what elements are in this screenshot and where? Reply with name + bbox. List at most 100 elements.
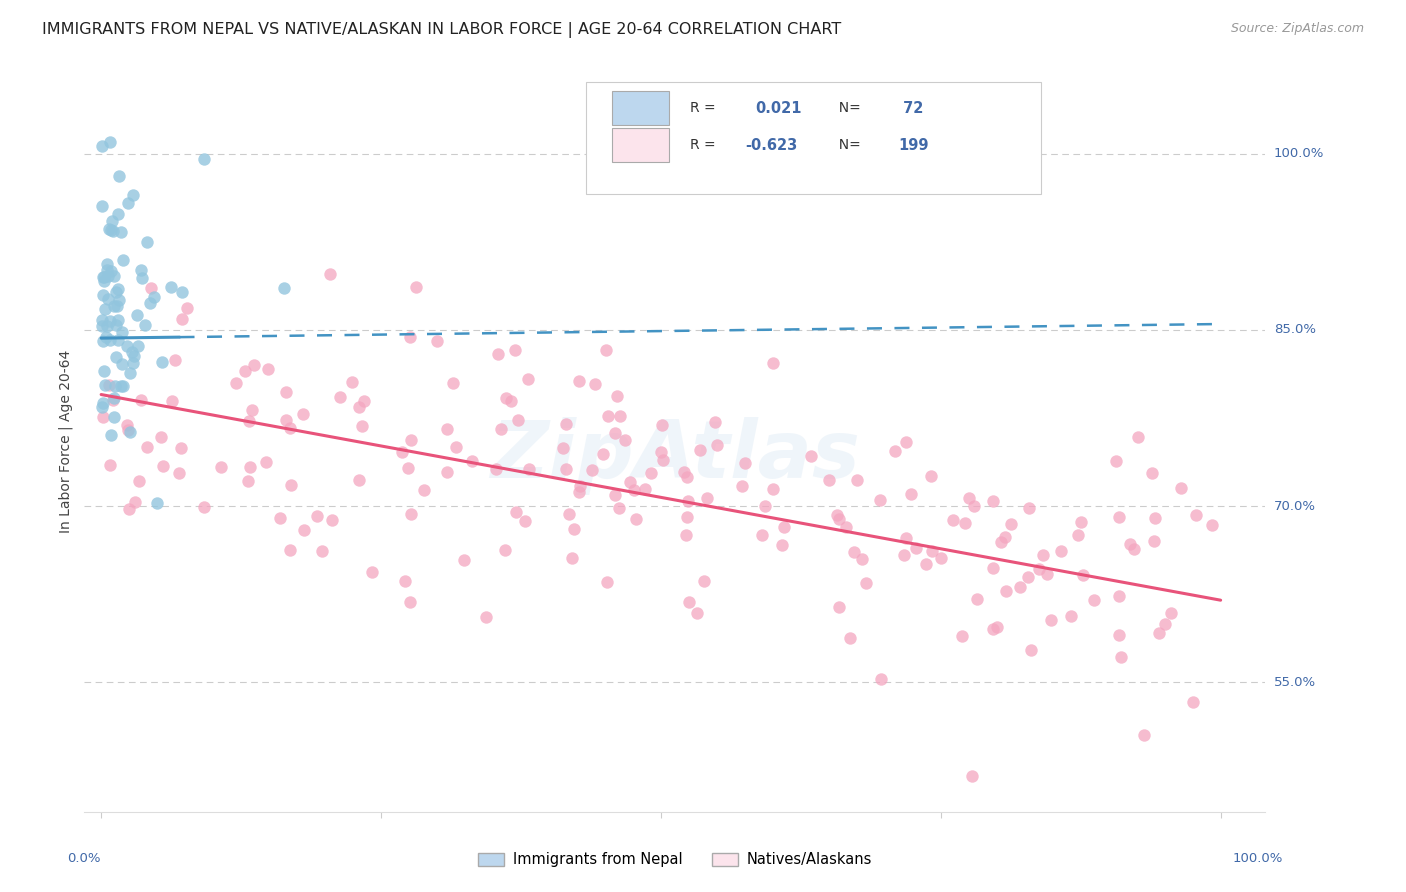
Point [827,512,849,526]
Point [107,207,129,221]
Point [399,507,422,521]
Point [129,392,152,407]
Point [399,595,422,609]
Point [905,541,928,555]
Point [152,458,174,473]
Point [583,376,606,391]
Point [486,347,509,361]
Text: 72: 72 [898,101,924,116]
Point [329,390,352,404]
Text: 0.021: 0.021 [755,101,801,116]
Point [696,491,718,505]
Point [441,376,464,390]
Text: R =: R = [690,138,720,153]
Point [693,574,716,589]
Point [1185,508,1208,523]
Point [143,289,166,303]
Point [966,591,988,606]
Point [396,461,419,475]
Point [603,425,626,440]
Point [347,400,370,414]
Point [426,334,449,348]
Point [236,475,259,489]
Text: ZipAtlas: ZipAtlas [489,417,860,495]
Point [90,139,112,153]
Point [920,469,942,483]
Point [292,524,315,538]
Point [193,152,215,166]
Point [444,440,467,454]
Point [238,413,260,427]
Point [94,301,117,316]
Text: N=: N= [830,138,865,153]
Point [292,407,315,421]
Point [1067,528,1090,542]
Point [97,292,120,306]
Point [990,535,1012,549]
Point [319,268,342,282]
Point [274,384,297,399]
Point [128,474,150,488]
Point [839,631,862,645]
Point [111,379,134,393]
Point [1028,562,1050,576]
Point [146,496,169,510]
Point [516,372,538,386]
Point [953,516,976,530]
Point [93,270,115,285]
Point [893,548,915,562]
Point [489,422,512,436]
Point [98,333,121,347]
Point [347,473,370,487]
Point [254,454,277,468]
Point [554,417,576,431]
Point [118,502,141,516]
Point [981,561,1004,575]
Point [957,491,980,505]
Text: 55.0%: 55.0% [1274,676,1316,689]
Point [97,268,120,283]
Point [1010,580,1032,594]
Point [1032,549,1054,563]
Point [101,213,124,227]
Point [734,456,756,470]
Point [240,402,263,417]
Point [104,379,127,393]
Point [93,396,115,410]
Point [104,285,127,299]
Point [91,409,114,424]
Point [640,466,662,480]
Point [96,318,118,333]
Point [1108,628,1130,642]
Point [678,595,700,609]
Point [562,522,585,536]
Point [107,333,129,347]
Point [149,430,172,444]
Point [91,199,114,213]
Point [499,394,522,409]
Point [1123,541,1146,556]
Point [613,434,636,448]
Point [1000,517,1022,532]
Point [485,462,508,476]
Point [131,271,153,285]
Point [1160,606,1182,620]
Point [110,225,132,239]
Point [127,339,149,353]
Point [962,769,984,783]
Point [91,313,114,327]
Point [676,470,699,484]
Point [117,423,139,437]
Point [141,281,163,295]
FancyBboxPatch shape [586,82,1040,194]
Point [870,673,893,687]
Point [554,461,576,475]
Point [561,550,583,565]
Point [675,510,697,524]
Point [619,475,641,489]
Point [676,494,699,508]
Point [436,422,458,436]
Point [900,487,922,501]
Point [770,538,793,552]
Point [101,393,124,408]
